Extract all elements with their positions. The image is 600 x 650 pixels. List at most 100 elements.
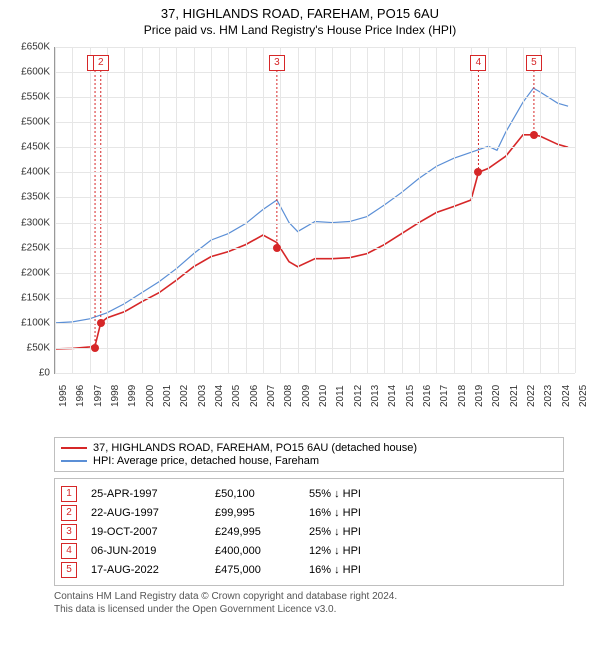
sale-row: 4 06-JUN-2019 £400,000 12% ↓ HPI — [61, 543, 557, 559]
gridline-v — [350, 47, 351, 373]
gridline-v — [159, 47, 160, 373]
x-axis-label: 2015 — [405, 385, 416, 407]
x-axis-label: 2016 — [422, 385, 433, 407]
x-axis-label: 1997 — [93, 385, 104, 407]
sale-row: 125-APR-1997£50,10055% ↓ HPI — [61, 486, 557, 502]
sale-marker-box: 3 — [269, 55, 285, 71]
legend-label: 37, HIGHLANDS ROAD, FAREHAM, PO15 6AU (d… — [93, 442, 417, 454]
sale-date: 06-JUN-2019 — [91, 545, 201, 557]
sale-date: 22-AUG-1997 — [91, 507, 201, 519]
sale-dot — [97, 319, 105, 327]
chart-subtitle: Price paid vs. HM Land Registry's House … — [0, 23, 600, 37]
y-axis-label: £500K — [2, 117, 50, 128]
x-axis-label: 1998 — [110, 385, 121, 407]
y-axis-label: £450K — [2, 142, 50, 153]
gridline-v — [471, 47, 472, 373]
sale-dot — [273, 244, 281, 252]
y-axis-label: £200K — [2, 267, 50, 278]
sale-marker-box: 2 — [93, 55, 109, 71]
x-axis-label: 2018 — [457, 385, 468, 407]
footer: Contains HM Land Registry data © Crown c… — [54, 590, 564, 616]
gridline-v — [142, 47, 143, 373]
legend: 37, HIGHLANDS ROAD, FAREHAM, PO15 6AU (d… — [54, 437, 564, 472]
gridline-v — [332, 47, 333, 373]
sale-number: 1 — [61, 486, 77, 502]
x-axis-label: 2007 — [266, 385, 277, 407]
sale-number: 3 — [61, 524, 77, 540]
x-axis-label: 2008 — [283, 385, 294, 407]
gridline-v — [280, 47, 281, 373]
gridline-v — [488, 47, 489, 373]
x-axis-label: 2017 — [439, 385, 450, 407]
sale-date: 19-OCT-2007 — [91, 526, 201, 538]
sale-delta: 25% ↓ HPI — [309, 526, 361, 538]
sale-marker-box: 4 — [470, 55, 486, 71]
legend-row: HPI: Average price, detached house, Fare… — [61, 455, 557, 467]
sale-date: 25-APR-1997 — [91, 488, 201, 500]
y-axis-label: £300K — [2, 217, 50, 228]
gridline-v — [176, 47, 177, 373]
x-axis-label: 2022 — [526, 385, 537, 407]
x-axis-label: 2021 — [509, 385, 520, 407]
gridline-v — [575, 47, 576, 373]
sale-number: 4 — [61, 543, 77, 559]
x-axis-label: 2001 — [162, 385, 173, 407]
sale-price: £475,000 — [215, 564, 295, 576]
gridline-v — [384, 47, 385, 373]
sale-marker-box: 5 — [526, 55, 542, 71]
x-axis-label: 2020 — [491, 385, 502, 407]
sale-row: 3 19-OCT-2007 £249,995 25% ↓ HPI — [61, 524, 557, 540]
y-axis-label: £100K — [2, 317, 50, 328]
y-axis-label: £650K — [2, 42, 50, 53]
sale-price: £50,100 — [215, 488, 295, 500]
sale-price: £400,000 — [215, 545, 295, 557]
gridline-v — [107, 47, 108, 373]
gridline-v — [558, 47, 559, 373]
gridline-v — [194, 47, 195, 373]
gridline-v — [55, 47, 56, 373]
x-axis-label: 2011 — [335, 385, 346, 407]
gridline-h — [55, 373, 575, 374]
series-price_paid — [55, 135, 568, 349]
sale-dot — [474, 168, 482, 176]
legend-row: 37, HIGHLANDS ROAD, FAREHAM, PO15 6AU (d… — [61, 442, 557, 454]
x-axis-label: 2019 — [474, 385, 485, 407]
x-axis-label: 2003 — [197, 385, 208, 407]
gridline-v — [419, 47, 420, 373]
gridline-v — [211, 47, 212, 373]
x-axis-label: 2000 — [145, 385, 156, 407]
x-axis-label: 2002 — [179, 385, 190, 407]
sale-number: 5 — [61, 562, 77, 578]
sales-table: 125-APR-1997£50,10055% ↓ HPI222-AUG-1997… — [54, 478, 564, 586]
y-axis-label: £550K — [2, 92, 50, 103]
legend-swatch — [61, 460, 87, 462]
sale-price: £99,995 — [215, 507, 295, 519]
x-axis-label: 2013 — [370, 385, 381, 407]
gridline-v — [454, 47, 455, 373]
sale-dot — [91, 344, 99, 352]
y-axis-label: £50K — [2, 342, 50, 353]
sale-price: £249,995 — [215, 526, 295, 538]
sale-delta: 12% ↓ HPI — [309, 545, 361, 557]
x-axis-label: 2023 — [543, 385, 554, 407]
x-axis-label: 1995 — [58, 385, 69, 407]
sale-number: 2 — [61, 505, 77, 521]
footer-line-1: Contains HM Land Registry data © Crown c… — [54, 590, 564, 603]
x-axis-label: 2006 — [249, 385, 260, 407]
gridline-v — [315, 47, 316, 373]
gridline-v — [506, 47, 507, 373]
x-axis-label: 2012 — [353, 385, 364, 407]
gridline-v — [436, 47, 437, 373]
y-axis-label: £350K — [2, 192, 50, 203]
gridline-v — [228, 47, 229, 373]
x-axis-label: 1996 — [75, 385, 86, 407]
plot-area: 12345 — [54, 47, 575, 374]
chart-area: 12345 £0£50K£100K£150K£200K£250K£300K£35… — [0, 43, 600, 433]
y-axis-label: £150K — [2, 292, 50, 303]
sale-delta: 16% ↓ HPI — [309, 507, 361, 519]
y-axis-label: £0 — [2, 368, 50, 379]
footer-line-2: This data is licensed under the Open Gov… — [54, 603, 564, 616]
x-axis-label: 2024 — [561, 385, 572, 407]
sale-row: 517-AUG-2022£475,00016% ↓ HPI — [61, 562, 557, 578]
gridline-v — [367, 47, 368, 373]
